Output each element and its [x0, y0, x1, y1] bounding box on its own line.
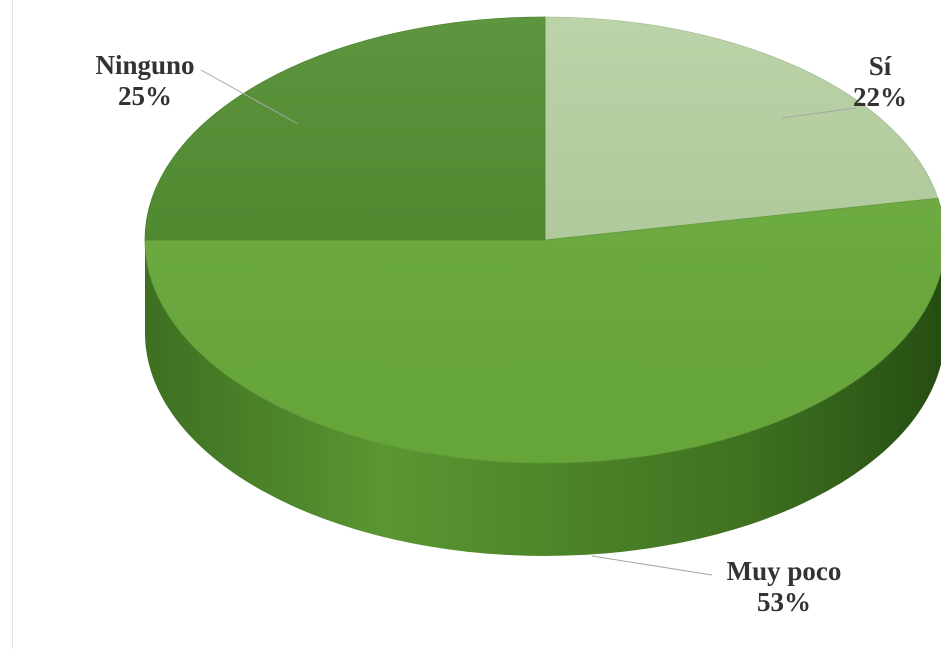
slice-value-muy-poco: 53%: [757, 587, 811, 617]
slice-value-si: 22%: [853, 82, 907, 112]
pie-top: [144, 16, 941, 464]
slice-label-muy-poco: Muy poco: [727, 556, 842, 586]
leader-line-muy-poco: [591, 555, 713, 576]
frame-edge: [12, 0, 13, 649]
leader-line-ninguno: [200, 69, 299, 125]
pie-side-muy-poco: [145, 240, 941, 556]
pie-top-sheen: [145, 17, 941, 463]
leader-line-si: [781, 107, 857, 119]
pie-leaders: [200, 69, 857, 576]
slice-value-ninguno: 25%: [118, 81, 172, 111]
slice-label-ninguno: Ninguno: [95, 50, 194, 80]
slice-label-si: Sí: [869, 51, 892, 81]
pie-side: [145, 240, 941, 556]
